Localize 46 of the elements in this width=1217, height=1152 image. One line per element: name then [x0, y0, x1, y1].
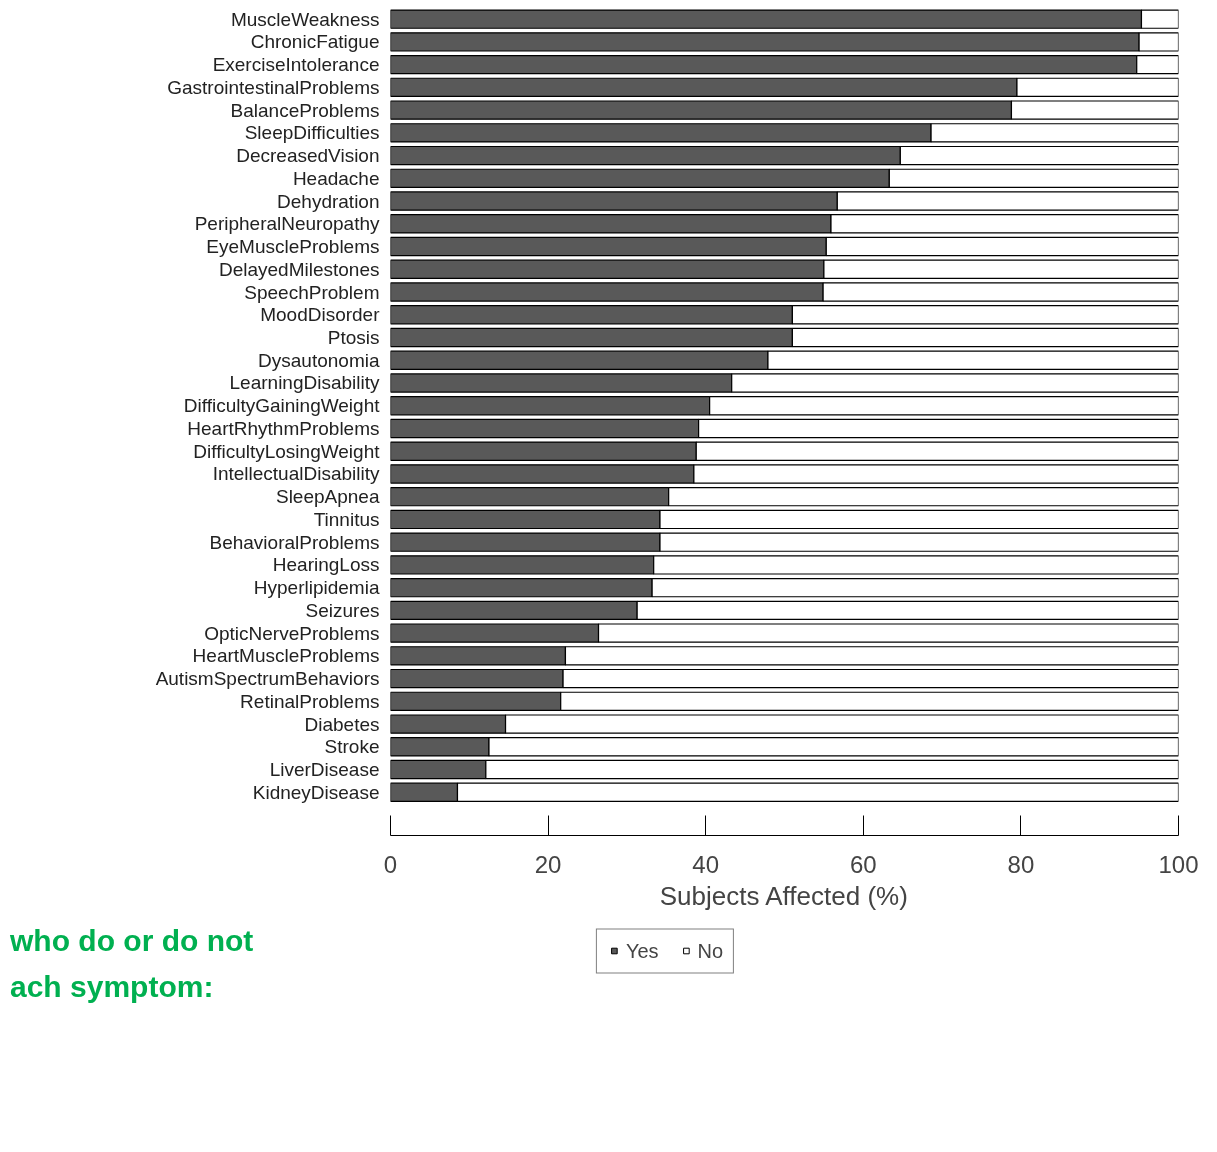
legend-label: No [697, 939, 724, 962]
y-tick-label: Stroke [324, 736, 380, 758]
x-tick-label: 60 [849, 850, 877, 878]
y-tick-label: Hyperlipidemia [253, 577, 380, 599]
y-tick-label: DecreasedVision [236, 145, 380, 167]
y-tick-label: HeartRhythmProblems [187, 417, 380, 439]
x-tick-label: 0 [383, 850, 398, 878]
y-tick-label: IntellectualDisability [212, 463, 380, 485]
y-tick-label: AutismSpectrumBehaviors [155, 668, 380, 690]
y-tick-label: MuscleWeakness [230, 8, 380, 30]
y-tick-label: EyeMuscleProblems [206, 236, 380, 258]
text: ach symptom: [10, 970, 214, 1003]
y-tick-label: SpeechProblem [244, 281, 380, 303]
y-tick-label: HeartMuscleProblems [192, 645, 380, 667]
y-tick-label: Tinnitus [313, 508, 380, 530]
text: who do or do not [10, 924, 254, 957]
x-axis-title: Subjects Affected (%) [659, 880, 908, 911]
y-tick-label: DifficultyLosingWeight [193, 440, 381, 462]
y-tick-label: LiverDisease [269, 759, 380, 781]
y-tick-label: MoodDisorder [260, 304, 381, 326]
y-tick-label: Headache [292, 167, 380, 189]
y-tick-label: Dysautonomia [258, 349, 380, 371]
x-tick-label: 40 [692, 850, 720, 878]
legend-label: Yes [625, 939, 659, 962]
x-tick-label: 20 [534, 850, 562, 878]
y-tick-label: Dehydration [277, 190, 380, 212]
y-tick-label: DifficultyGainingWeight [183, 395, 381, 417]
y-tick-label: GastrointestinalProblems [167, 76, 380, 98]
y-tick-label: SleepApnea [275, 486, 380, 508]
y-tick-label: LearningDisability [229, 372, 380, 394]
y-tick-label: SleepDifficulties [244, 122, 380, 144]
y-tick-label: ExerciseIntolerance [212, 54, 380, 76]
y-tick-label: DelayedMilestones [218, 258, 380, 280]
y-tick-label: OpticNerveProblems [204, 622, 380, 644]
y-tick-label: Seizures [305, 599, 380, 621]
y-tick-label: Ptosis [327, 327, 380, 348]
y-tick-label: HearingLoss [272, 554, 380, 576]
y-tick-label: KidneyDisease [252, 781, 380, 803]
y-tick-label: PeripheralNeuropathy [194, 213, 380, 235]
y-tick-label: RetinalProblems [240, 690, 380, 712]
x-tick-label: 100 [1158, 850, 1199, 878]
y-tick-label: BehavioralProblems [209, 531, 380, 553]
y-tick-label: Diabetes [304, 713, 380, 735]
y-tick-label: ChronicFatigue [250, 31, 380, 53]
y-tick-label: BalanceProblems [230, 99, 380, 121]
x-tick-label: 80 [1007, 850, 1035, 878]
